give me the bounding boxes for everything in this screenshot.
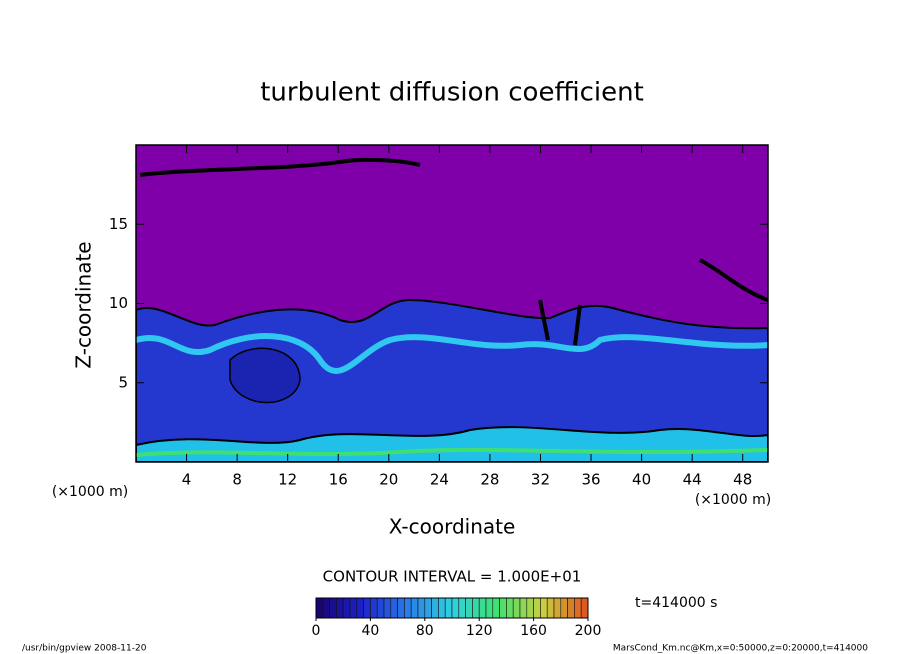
field-contour [538, 258, 768, 346]
x-tick-label: 4 [182, 471, 192, 489]
x-unit-label: (×1000 m) [695, 492, 771, 508]
colorbar-stripe [336, 597, 344, 619]
colorbar-tick-label: 160 [520, 623, 547, 639]
colorbar-stripe [315, 597, 324, 619]
colorbar-stripe [424, 597, 432, 619]
contour-field [136, 145, 768, 462]
colorbar-stripe [540, 597, 548, 619]
x-tick-label: 36 [581, 471, 600, 489]
field-region [229, 347, 301, 404]
colorbar-stripe [349, 597, 358, 619]
colorbar-stripe [390, 597, 398, 619]
y-tick-label: 10 [109, 294, 128, 312]
colorbar-frame [315, 597, 589, 619]
colorbar-stripe [356, 597, 364, 619]
footer-left: /usr/bin/gpview 2008-11-20 [22, 644, 147, 654]
colorbar-stripe [519, 597, 528, 619]
colorbar-stripe [574, 597, 582, 619]
x-tick-label: 16 [329, 471, 348, 489]
colorbar-stripe [526, 597, 534, 619]
colorbar-stripe [465, 597, 473, 619]
field-band [136, 448, 768, 457]
colorbar-stripe [533, 597, 541, 619]
colorbar-stripe [376, 597, 385, 619]
colorbar-stripe [499, 597, 507, 619]
chart-title: turbulent diffusion coefficient [260, 78, 644, 108]
x-tick-label: 40 [632, 471, 651, 489]
colorbar-stripe [438, 597, 446, 619]
x-tick-label: 48 [733, 471, 752, 489]
y-tick-label: 15 [109, 215, 128, 233]
colorbar-stripe [580, 597, 589, 619]
colorbar-stripe [472, 597, 480, 619]
colorbar-stripe [478, 597, 487, 619]
colorbar-stripe [458, 597, 466, 619]
colorbar-stripe [492, 597, 500, 619]
colorbar-tick-label: 40 [361, 623, 379, 639]
colorbar-stripe [363, 597, 371, 619]
x-tick-label: 12 [278, 471, 297, 489]
x-tick-label: 44 [683, 471, 702, 489]
colorbar-tick-label: 120 [466, 623, 493, 639]
colorbar-stripe [397, 597, 405, 619]
colorbar-stripe [560, 597, 568, 619]
colorbar-stripe [329, 597, 337, 619]
colorbar-stripe [342, 597, 351, 619]
x-tick-label: 24 [430, 471, 449, 489]
colorbar-stripe [567, 597, 575, 619]
colorbar-stripe [451, 597, 460, 619]
colorbar-stripe [546, 597, 555, 619]
colorbar-tick-label: 200 [575, 623, 602, 639]
colorbar-stripe [383, 597, 392, 619]
colorbar-tick-label: 80 [416, 623, 434, 639]
colorbar-stripe [553, 597, 562, 619]
colorbar-stripe [431, 597, 439, 619]
y-unit-label: (×1000 m) [52, 484, 128, 500]
y-tick-label: 5 [118, 373, 128, 391]
colorbar-stripe [417, 597, 426, 619]
footer-right: MarsCond_Km.nc@Km,x=0:50000,z=0:20000,t=… [613, 644, 868, 654]
colorbar-stripe [370, 597, 378, 619]
colorbar-stripe [512, 597, 521, 619]
colorbar-stripe [404, 597, 412, 619]
x-tick-label: 28 [480, 471, 499, 489]
colorbar-stripe [322, 597, 330, 619]
y-axis-label: Z-coordinate [72, 241, 96, 368]
x-tick-label: 20 [379, 471, 398, 489]
x-axis-label: X-coordinate [389, 515, 516, 539]
field-contour [139, 157, 421, 177]
colorbar-stripe [485, 597, 494, 619]
contour-interval: CONTOUR INTERVAL = 1.000E+01 [323, 568, 582, 586]
colorbar-stripe [444, 597, 453, 619]
field-band [136, 333, 768, 374]
x-tick-label: 8 [232, 471, 242, 489]
colorbar-stripe [506, 597, 514, 619]
time-label: t=414000 s [635, 595, 717, 611]
x-tick-label: 32 [531, 471, 550, 489]
colorbar-tick-label: 0 [312, 623, 321, 639]
colorbar-stripe [410, 597, 419, 619]
